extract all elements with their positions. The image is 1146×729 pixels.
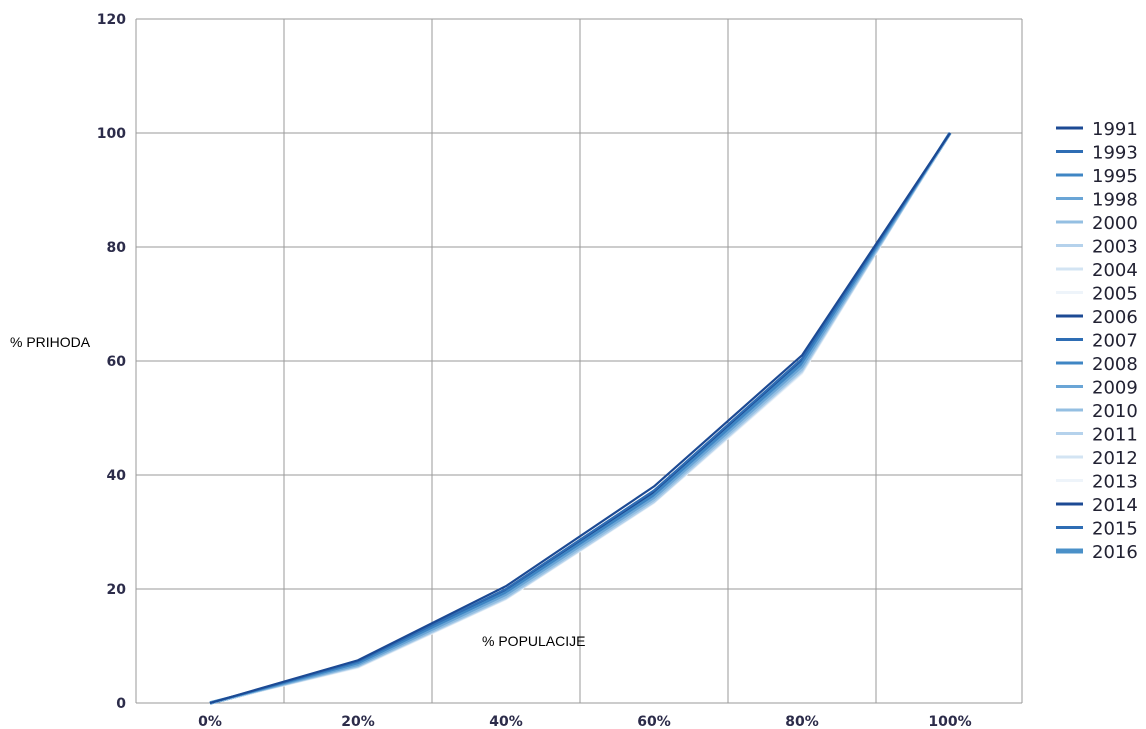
x-tick-label: 40% [489,714,523,729]
legend-label: 2009 [1092,378,1138,399]
legend-label: 2012 [1092,448,1138,469]
x-tick-label: 60% [637,714,671,729]
x-tick-label: 80% [785,714,819,729]
legend-label: 2014 [1092,495,1138,516]
legend-label: 2010 [1092,401,1138,422]
y-tick-label: 60 [107,354,127,370]
legend-label: 1998 [1092,190,1138,211]
y-axis-title: % PRIHODA [10,334,91,350]
legend-label: 2004 [1092,260,1138,281]
legend-label: 1995 [1092,166,1138,187]
y-tick-label: 100 [97,126,126,142]
legend-label: 2013 [1092,472,1138,493]
y-tick-label: 40 [107,468,127,484]
legend-label: 2003 [1092,237,1138,258]
legend-label: 2011 [1092,425,1138,446]
legend-label: 1993 [1092,143,1138,164]
legend-label: 2015 [1092,519,1138,540]
y-tick-labels: 0 20 40 60 80 100 120 [97,12,126,712]
legend-label: 2007 [1092,331,1138,352]
y-tick-label: 80 [107,240,127,256]
x-tick-label: 20% [341,714,375,729]
legend-label: 1991 [1092,119,1138,140]
legend-label: 2006 [1092,307,1138,328]
x-tick-label: 100% [928,714,971,729]
legend-label: 2005 [1092,284,1138,305]
y-tick-label: 0 [116,696,126,712]
legend-label: 2016 [1092,542,1138,563]
y-tick-label: 120 [97,12,126,28]
x-axis-title: % POPULACIJE [482,633,585,649]
grid-lines [136,19,1022,703]
x-tick-labels: 0% 20% 40% 60% 80% 100% [198,714,972,729]
legend-label: 2000 [1092,213,1138,234]
legend-label: 2008 [1092,354,1138,375]
y-tick-label: 20 [107,582,127,598]
x-tick-label: 0% [198,714,222,729]
